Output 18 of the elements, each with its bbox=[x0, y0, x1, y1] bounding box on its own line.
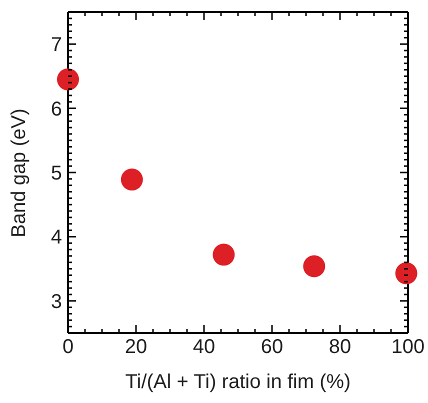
point bbox=[395, 262, 418, 284]
y-tick-label: 5 bbox=[50, 162, 62, 184]
x-tick-label: 100 bbox=[391, 336, 425, 358]
x-tick-label: 60 bbox=[260, 336, 284, 358]
x-tick-label: 40 bbox=[192, 336, 216, 358]
point bbox=[212, 244, 235, 266]
point bbox=[120, 168, 143, 191]
point bbox=[57, 68, 79, 90]
y-axis-title: Band gap (eV) bbox=[8, 108, 30, 238]
y-tick-label: 6 bbox=[50, 98, 62, 120]
x-tick-label: 0 bbox=[62, 336, 74, 358]
y-tick-label: 3 bbox=[50, 290, 62, 313]
x-tick-label: 20 bbox=[124, 336, 148, 358]
y-tick-label: 4 bbox=[50, 226, 62, 249]
y-tick-label: 7 bbox=[50, 34, 62, 56]
point bbox=[303, 255, 326, 278]
x-axis-title: Ti/(Al + Ti) ratio in fim (%) bbox=[125, 371, 351, 393]
x-tick-label: 80 bbox=[328, 336, 352, 358]
